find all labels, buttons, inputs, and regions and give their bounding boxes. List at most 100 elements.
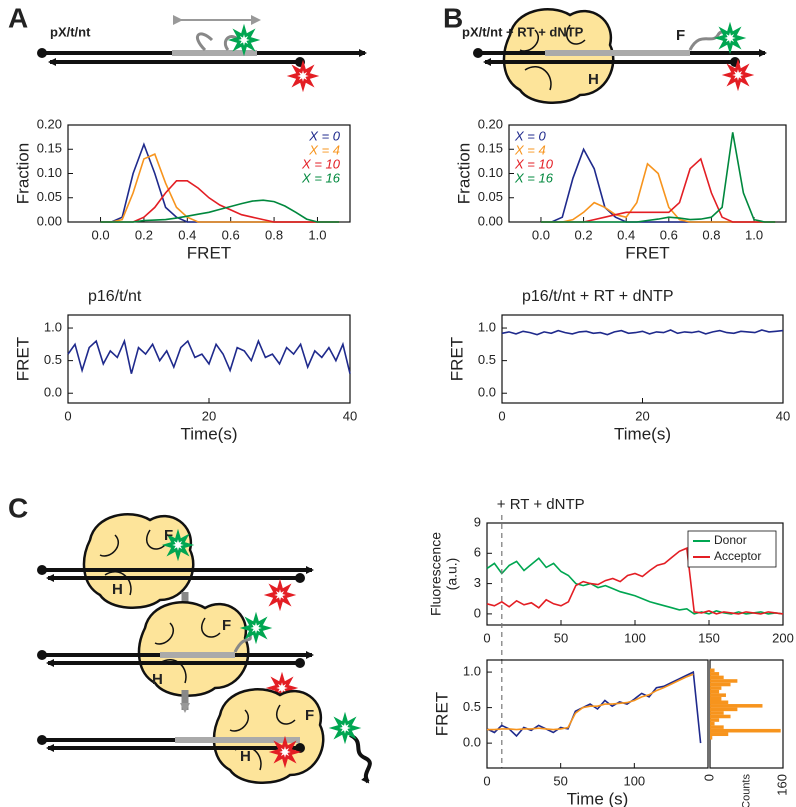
y-tick-label: 0.05	[37, 189, 62, 204]
x-tick-label: 0.8	[265, 227, 283, 242]
histogram-bar	[710, 675, 724, 680]
construct-label: pX/t/nt + RT + dNTP	[462, 24, 584, 39]
x-axis-label: Time(s)	[614, 424, 671, 443]
diagram-a: A pX/t/nt	[8, 2, 367, 89]
x-tick-label: 0.4	[178, 227, 196, 242]
x-tick-label: 0	[483, 630, 490, 645]
subunit-label: H	[152, 671, 163, 688]
x-tick-label: 0.0	[91, 227, 109, 242]
enzyme	[82, 513, 195, 610]
strand-end	[37, 48, 47, 58]
legend-box	[687, 530, 777, 568]
histogram-bar	[710, 707, 738, 712]
y-tick-label: 0.5	[478, 352, 496, 367]
subunit-label: F	[305, 707, 314, 724]
histogram-bar	[710, 682, 731, 687]
primer	[545, 50, 690, 56]
histogram-bar	[710, 689, 720, 694]
primer	[160, 652, 235, 658]
enzyme	[212, 688, 325, 785]
histogram-bar	[710, 732, 729, 737]
y-tick-label: 0.20	[478, 116, 503, 131]
y-tick-label: 0.05	[478, 189, 503, 204]
subunit-label: F	[164, 527, 173, 544]
x-tick-label: 50	[553, 773, 567, 788]
x-tick-label: 100	[624, 630, 646, 645]
y-tick-label: 0.10	[37, 165, 62, 180]
y-axis-label: (a.u.)	[444, 558, 460, 591]
x-tick-label: 0	[701, 774, 716, 781]
donor-dye	[231, 27, 257, 53]
y-tick-label: 3	[474, 575, 481, 590]
legend-label: X = 4	[308, 142, 340, 157]
hairpin	[233, 634, 252, 653]
x-tick-label: 0	[498, 408, 505, 423]
histogram-bar	[710, 704, 763, 708]
chart-title: p16/t/nt + RT + dNTP	[522, 288, 674, 305]
acceptor-dye	[272, 739, 298, 765]
chart-title: p16/t/nt	[88, 288, 142, 305]
histogram-bar	[710, 714, 731, 719]
x-tick-label: 1.0	[745, 227, 763, 242]
acceptor-dye	[725, 62, 751, 88]
histogram-bar	[710, 718, 720, 722]
x-axis-label: Time (s)	[567, 789, 629, 807]
enzyme	[502, 8, 615, 105]
x-tick-label: 40	[343, 408, 357, 423]
legend-label: X = 16	[301, 170, 341, 185]
strand-end	[37, 565, 47, 575]
x-axis-label: FRET	[187, 243, 231, 262]
series-line	[541, 132, 776, 223]
x-tick-label: 150	[698, 630, 720, 645]
series-line	[541, 147, 776, 223]
histogram-bar	[710, 679, 738, 683]
diagram-b: B pX/t/nt + RT + dNTP F H	[443, 2, 767, 105]
acceptor-dye	[290, 63, 316, 89]
strand-end	[37, 735, 47, 745]
y-tick-label: 9	[474, 514, 481, 529]
histogram-bar	[710, 728, 781, 733]
y-axis-label: FRET	[13, 337, 32, 381]
x-tick-label: 0	[483, 773, 490, 788]
histogram-bar	[710, 693, 726, 697]
y-axis-label: Fraction	[454, 143, 473, 204]
histogram-bar	[710, 672, 720, 676]
strand-end	[295, 573, 305, 583]
x-tick-label: 1.0	[308, 227, 326, 242]
legend-label: X = 4	[514, 142, 546, 157]
primer	[172, 50, 257, 56]
series-line	[501, 329, 784, 336]
series-line	[100, 199, 340, 223]
x-tick-label: 0.2	[575, 227, 593, 242]
legend-label: X = 10	[514, 156, 554, 171]
panel-label: B	[443, 2, 463, 33]
histogram-bar	[710, 700, 729, 705]
legend-label: X = 10	[301, 156, 341, 171]
x-tick-label: 0.0	[532, 227, 550, 242]
x-tick-label: 40	[776, 408, 790, 423]
x-axis-label: FRET	[625, 243, 669, 262]
x-tick-label: 0	[64, 408, 71, 423]
panel-label: A	[8, 2, 28, 33]
y-tick-label: 1.0	[478, 319, 496, 334]
strand-end	[37, 650, 47, 660]
subunit-label: H	[240, 748, 251, 765]
y-tick-label: 0.00	[37, 213, 62, 228]
subunit-label: F	[222, 617, 231, 634]
legend-label: X = 0	[308, 128, 340, 143]
y-axis-label: Fluorescence	[428, 532, 444, 616]
y-tick-label: 0.10	[478, 165, 503, 180]
x-axis-label: Counts	[740, 774, 752, 807]
series-line	[487, 673, 694, 731]
x-tick-label: 0.2	[135, 227, 153, 242]
hairpin	[195, 32, 242, 52]
annotation-text: + RT + dNTP	[497, 496, 585, 513]
histogram-bar	[710, 711, 724, 715]
y-tick-label: 0.15	[478, 141, 503, 156]
legend-label: Acceptor	[714, 549, 761, 563]
series-line	[486, 670, 702, 744]
strand-end	[295, 743, 305, 753]
legend-label: Donor	[714, 533, 747, 547]
plot-frame	[486, 659, 709, 769]
